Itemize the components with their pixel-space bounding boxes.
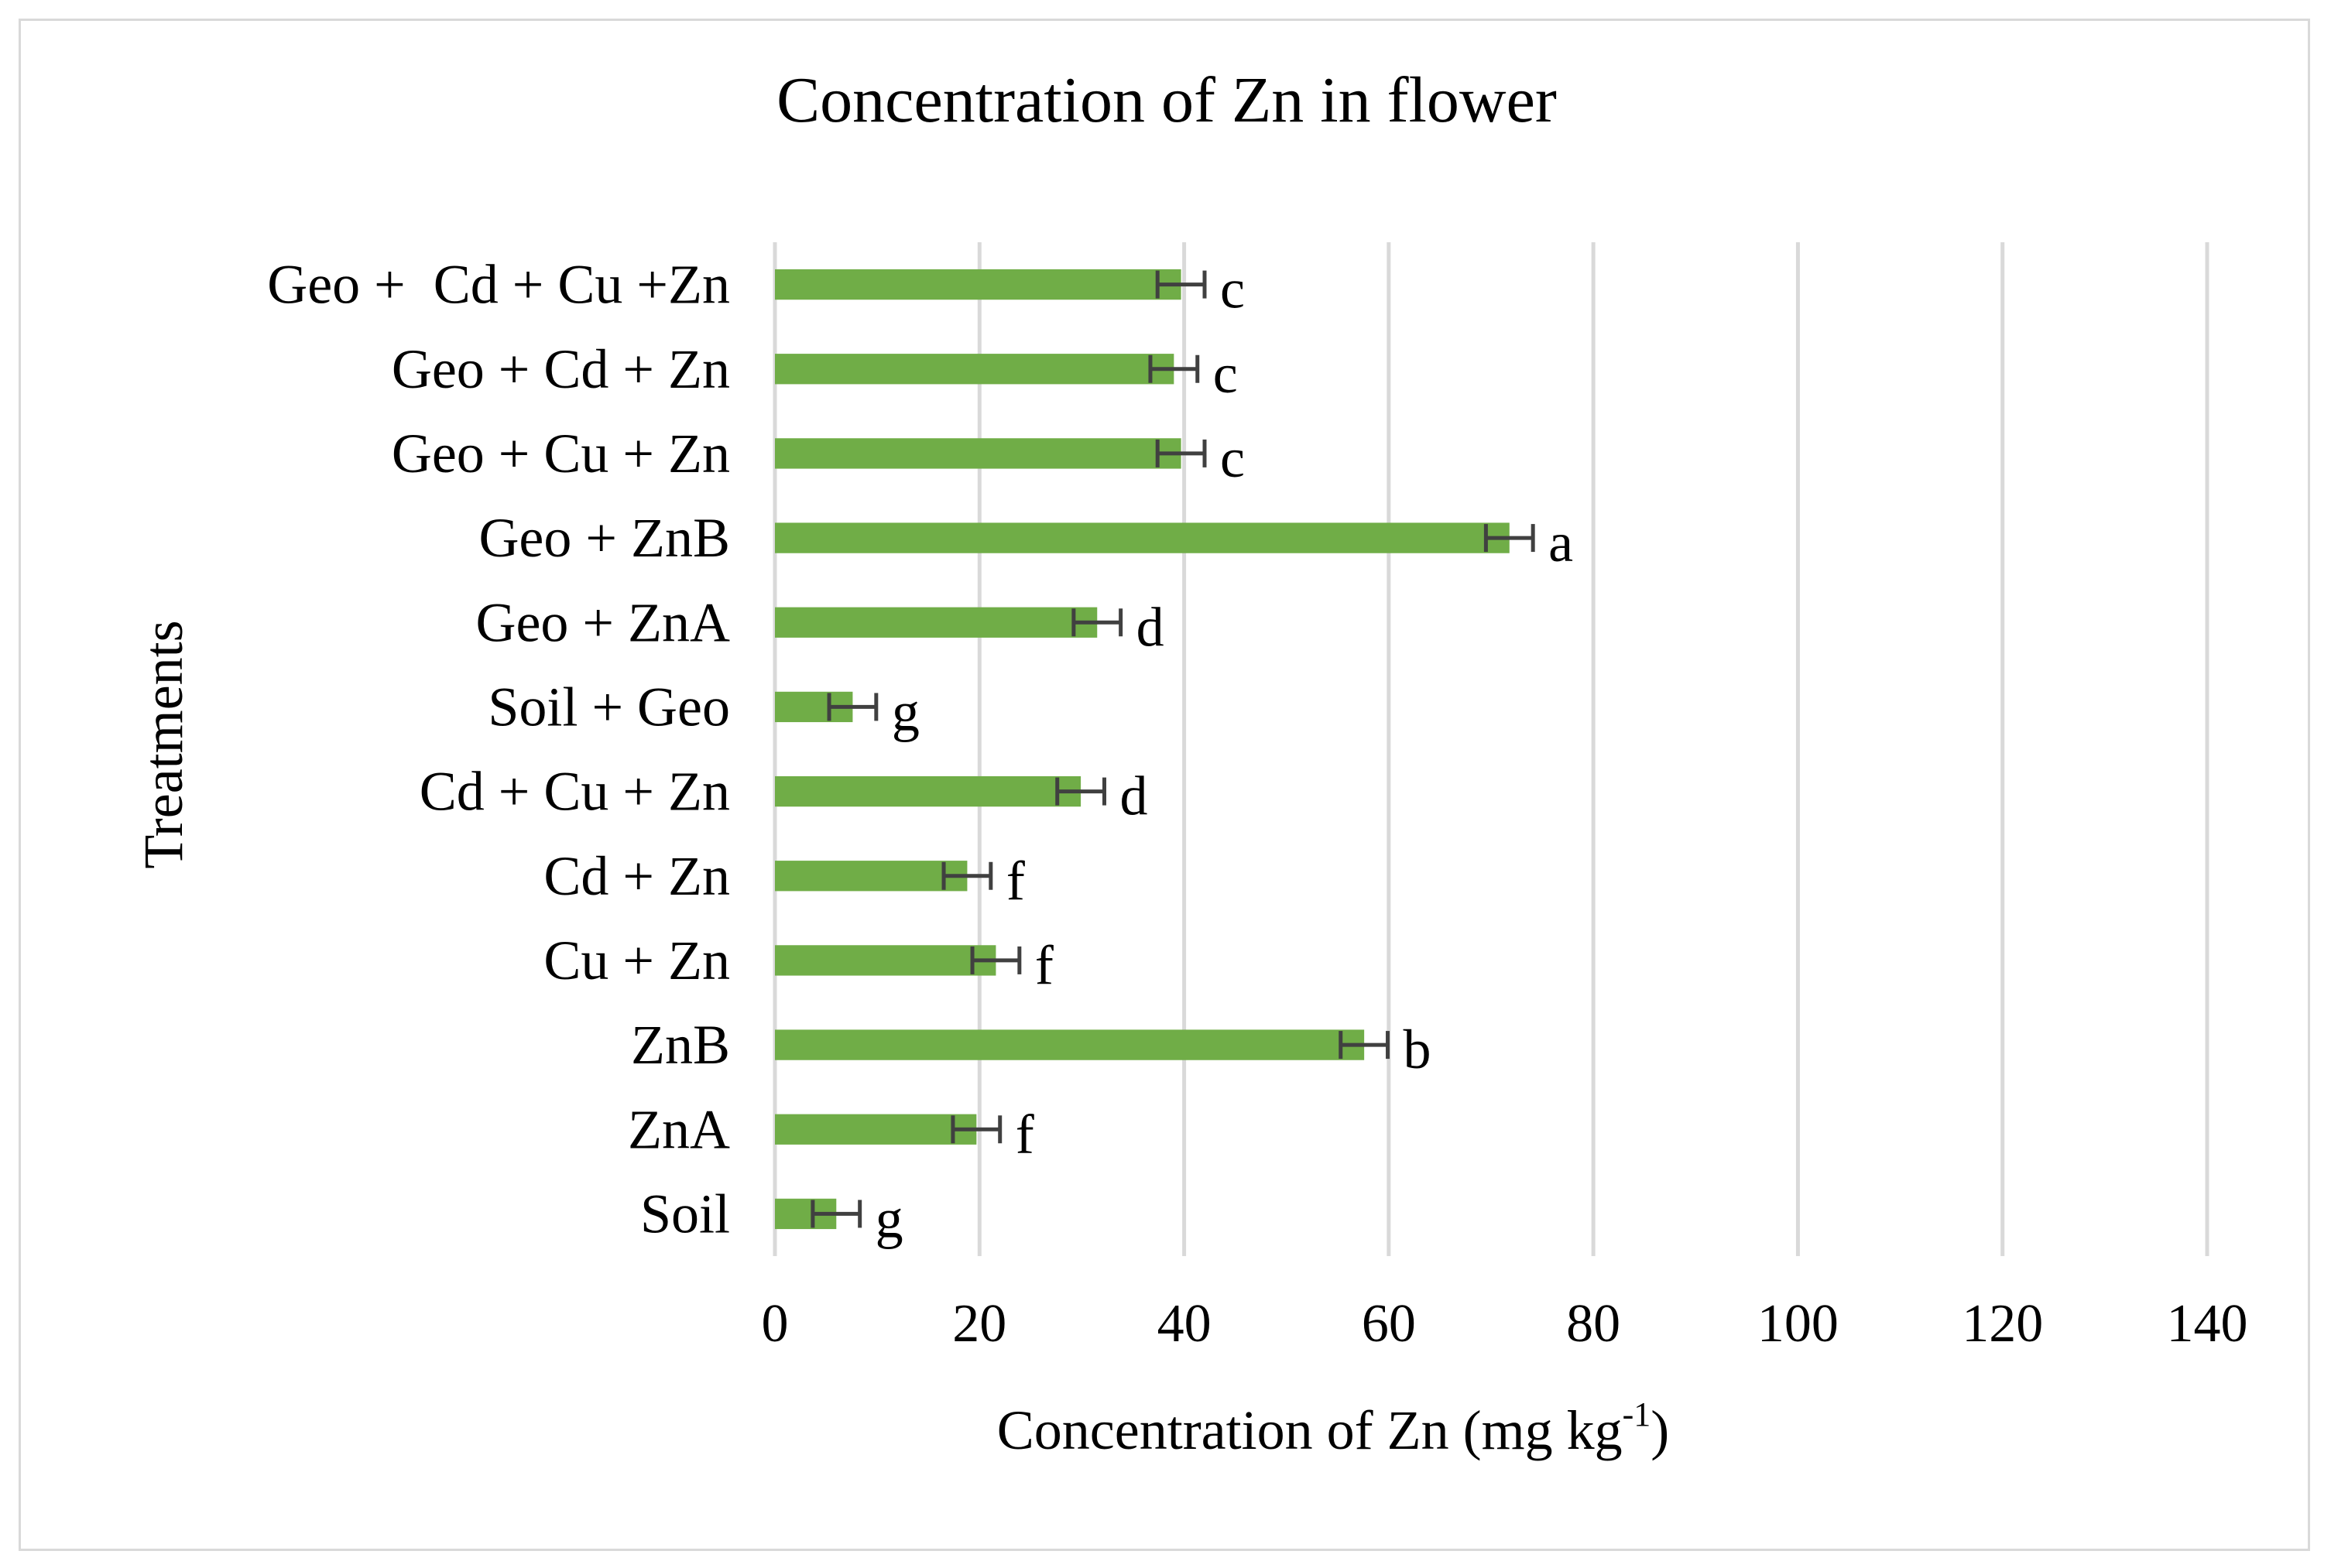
significance-letter: g	[892, 680, 920, 742]
bar	[775, 775, 1082, 807]
bar	[775, 354, 1174, 385]
bar	[775, 1114, 977, 1145]
x-axis-title-main: Concentration of Zn (mg kg	[997, 1399, 1623, 1461]
error-bar	[951, 1115, 1003, 1144]
significance-letter: d	[1120, 765, 1148, 827]
bar-chart: Concentration of Zn in flower Treatments…	[132, 64, 2248, 1461]
significance-letter: f	[1006, 850, 1025, 912]
category-label: Soil	[640, 1183, 730, 1244]
bar	[775, 1029, 1365, 1060]
category-label: Cd + Zn	[543, 845, 730, 907]
significance-letter: g	[876, 1187, 903, 1249]
x-tick-label: 100	[1757, 1294, 1839, 1354]
bar	[775, 522, 1510, 553]
significance-letter: c	[1220, 427, 1245, 489]
error-bar	[1055, 777, 1106, 806]
category-label: Geo + Cu + Zn	[392, 423, 730, 484]
x-axis-title: Concentration of Zn (mg kg-1)	[997, 1395, 1669, 1461]
error-bar	[1155, 439, 1207, 467]
chart-title: Concentration of Zn in flower	[776, 64, 1557, 136]
category-label: Soil + Geo	[488, 676, 730, 738]
category-label: Geo + Cd + Zn	[392, 338, 730, 400]
category-label: Geo + ZnB	[478, 507, 730, 569]
significance-letter: a	[1548, 512, 1573, 573]
error-bar	[811, 1200, 862, 1228]
category-label: Cu + Zn	[543, 930, 730, 991]
category-labels: Geo + Cd + Cu +Zn Geo + Cd + Zn Geo + Cu +…	[267, 254, 730, 1245]
error-bar	[1148, 354, 1200, 383]
error-bar	[1071, 608, 1123, 637]
x-tick-label: 140	[2167, 1294, 2248, 1354]
significance-letter: f	[1035, 934, 1054, 996]
x-tick-label: 20	[952, 1294, 1006, 1354]
error-bar	[970, 946, 1022, 974]
x-tick-label: 120	[1962, 1294, 2043, 1354]
x-tick-label: 40	[1157, 1294, 1212, 1354]
category-label: Geo + Cd + Cu +Zn	[267, 254, 730, 316]
x-axis-title-suffix: )	[1651, 1399, 1669, 1461]
significance-letter: f	[1016, 1103, 1034, 1165]
category-label: ZnA	[628, 1098, 730, 1160]
x-tick-label: 60	[1362, 1294, 1416, 1354]
x-tick-labels: 0 20 40 60 80 100 120 140	[762, 1294, 2248, 1354]
significance-letter: c	[1213, 343, 1238, 405]
category-label: Geo + ZnA	[475, 591, 730, 653]
x-tick-label: 0	[762, 1294, 789, 1354]
x-tick-label: 80	[1566, 1294, 1620, 1354]
bar	[775, 861, 968, 892]
significance-letter: c	[1220, 258, 1245, 320]
category-label: Cd + Cu + Zn	[420, 761, 730, 823]
y-axis-title: Treatments	[132, 620, 194, 868]
bar	[775, 607, 1098, 638]
significance-letter: b	[1404, 1019, 1431, 1080]
error-bar	[1483, 524, 1535, 553]
x-axis-title-superscript: -1	[1623, 1395, 1651, 1433]
chart-frame: Concentration of Zn in flower Treatments…	[19, 19, 2310, 1551]
bar	[775, 945, 996, 976]
error-bar	[1339, 1031, 1390, 1060]
error-bar	[827, 693, 879, 721]
gridlines	[773, 242, 2209, 1256]
significance-letter: d	[1136, 596, 1164, 658]
error-bar	[1155, 270, 1207, 299]
bar	[775, 438, 1181, 469]
error-bar	[941, 861, 993, 890]
bar	[775, 269, 1181, 300]
category-label: ZnB	[631, 1014, 730, 1076]
